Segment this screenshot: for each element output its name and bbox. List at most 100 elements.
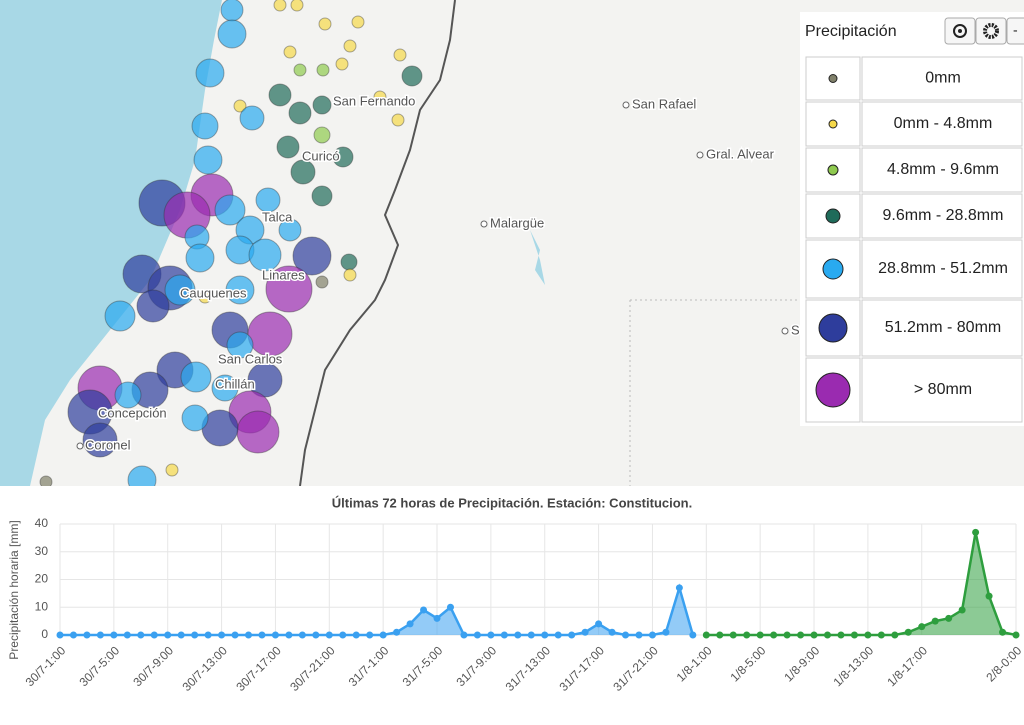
collapse-label: - (1013, 22, 1018, 38)
station (82, 422, 118, 458)
point (150, 631, 158, 639)
point (473, 631, 481, 639)
point (797, 631, 805, 639)
point (191, 631, 199, 639)
point (541, 631, 549, 639)
legend-swatch (822, 258, 844, 280)
point (945, 614, 953, 622)
place: Chillán (215, 376, 255, 391)
station (247, 311, 293, 357)
place: San Rafael (632, 96, 696, 111)
point (352, 631, 360, 639)
lake (530, 230, 545, 285)
place: Malargüe (490, 215, 544, 230)
point (931, 617, 939, 625)
point (406, 620, 414, 628)
stations (39, 0, 423, 495)
station (233, 99, 247, 113)
point (245, 631, 253, 639)
place: S (791, 322, 800, 337)
station (236, 410, 280, 454)
station (268, 83, 292, 107)
point (891, 631, 899, 639)
station (318, 17, 332, 31)
station (332, 146, 354, 168)
settings-button[interactable] (975, 17, 1007, 45)
point (298, 631, 306, 639)
point (258, 631, 266, 639)
legend-label: 0mm - 4.8mm (894, 115, 993, 132)
point (123, 631, 131, 639)
station (316, 63, 330, 77)
station (248, 238, 282, 272)
station (391, 113, 405, 127)
point (460, 631, 468, 639)
place-dot (622, 101, 630, 109)
legend-label-cell (861, 239, 1023, 299)
collapse-button[interactable] (1006, 17, 1024, 45)
legend-label-cell (861, 101, 1023, 147)
place: San Carlos (218, 351, 283, 366)
point (110, 631, 118, 639)
station (225, 275, 255, 305)
legend-swatch-cell (805, 299, 861, 357)
legend-label-cell (861, 56, 1023, 101)
point (446, 603, 454, 611)
legend-label-cell (861, 357, 1023, 423)
station (351, 15, 365, 29)
place: San Fernando (333, 93, 415, 108)
station (180, 361, 212, 393)
station (315, 275, 329, 289)
legend-title: Precipitación (805, 23, 897, 40)
point (823, 631, 831, 639)
station (214, 194, 246, 226)
point (487, 631, 495, 639)
settings-icon (983, 23, 999, 39)
station (247, 362, 283, 398)
point (393, 628, 401, 636)
point (770, 631, 778, 639)
locate-icon (953, 24, 967, 38)
point (608, 628, 616, 636)
station (283, 45, 297, 59)
point (756, 631, 764, 639)
y-tick-label: 30 (35, 544, 49, 558)
point (662, 628, 670, 636)
point (877, 631, 885, 639)
point (218, 631, 226, 639)
point (635, 631, 643, 639)
legend-swatch-cell (805, 147, 861, 193)
station (311, 185, 333, 207)
legend-swatch (818, 313, 848, 343)
place: Cauquenes (180, 285, 247, 300)
place: Curicó (302, 148, 340, 163)
legend-label: 9.6mm - 28.8mm (883, 207, 1004, 224)
station (191, 112, 219, 140)
place: Gral. Alvear (706, 146, 775, 161)
point (204, 631, 212, 639)
station (313, 126, 331, 144)
place-dot (781, 327, 789, 335)
station (401, 65, 423, 87)
y-tick-label: 40 (35, 516, 49, 530)
legend-label: 4.8mm - 9.6mm (887, 161, 999, 178)
point (420, 606, 428, 614)
station (136, 289, 170, 323)
station (104, 300, 136, 332)
station (181, 404, 209, 432)
point (96, 631, 104, 639)
station (335, 57, 349, 71)
legend-label: 28.8mm - 51.2mm (878, 260, 1008, 277)
point (904, 628, 912, 636)
legend-swatch (828, 119, 838, 129)
station (193, 145, 223, 175)
point (231, 631, 239, 639)
station (290, 0, 304, 12)
point (581, 628, 589, 636)
y-tick-label: 20 (35, 572, 49, 586)
station (288, 101, 312, 125)
point (325, 631, 333, 639)
point (622, 631, 630, 639)
station (165, 463, 179, 477)
point (527, 631, 535, 639)
